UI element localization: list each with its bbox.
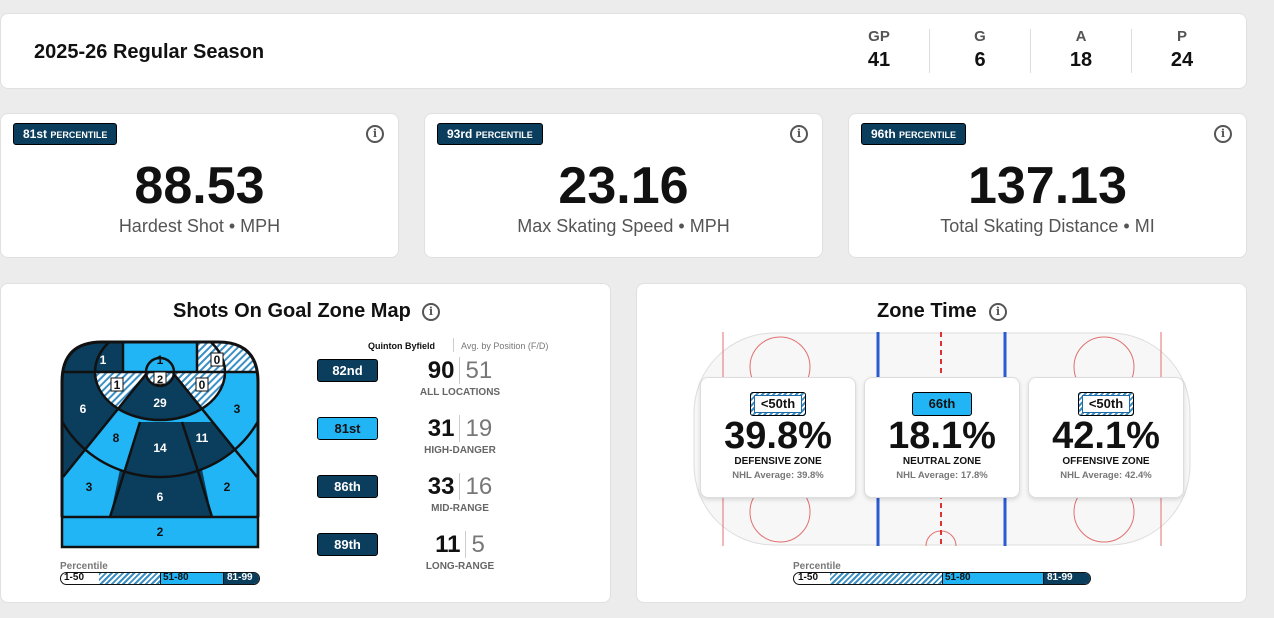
zone-label: 2 bbox=[157, 374, 163, 386]
zone-label: 1 bbox=[114, 378, 121, 392]
legend-title: Percentile bbox=[60, 561, 108, 572]
zone-mid-center bbox=[122, 422, 200, 477]
zone-label: 3 bbox=[86, 480, 93, 494]
player-name: Quinton Byfield bbox=[368, 341, 435, 351]
stat-label: P bbox=[1176, 28, 1187, 45]
divider bbox=[929, 29, 930, 73]
zone-label: 2 bbox=[157, 525, 164, 539]
percentile-badge: <50th bbox=[1077, 392, 1135, 416]
stat-gp: GP 41 bbox=[829, 28, 929, 72]
zone-label: 2 bbox=[224, 480, 231, 494]
stat-label: Total Skating Distance • MI bbox=[940, 216, 1155, 236]
divider bbox=[1131, 29, 1132, 73]
shot-zone-map: 1 1 0 1 2 0 29 6 3 8 14 11 3 6 2 2 bbox=[60, 340, 260, 549]
offensive-zone-card: <50th 42.1% OFFENSIVE ZONE NHL Average: … bbox=[1028, 377, 1184, 498]
legend-range-high: 81-99 bbox=[223, 573, 259, 584]
zone-value: 39.8% bbox=[724, 415, 832, 457]
stat-p: P 24 bbox=[1132, 28, 1232, 72]
stat-label: Max Skating Speed • MPH bbox=[517, 216, 730, 236]
zone-average: NHL Average: 42.4% bbox=[1060, 470, 1152, 481]
zone-label: NEUTRAL ZONE bbox=[902, 456, 982, 467]
percentile-badge: 66th bbox=[912, 392, 972, 416]
percentile-badge: <50th bbox=[749, 392, 807, 416]
zone-label: 0 bbox=[214, 353, 221, 367]
legend-range-mid: 51-80 bbox=[160, 573, 223, 584]
zone-label: OFFENSIVE ZONE bbox=[1062, 456, 1150, 467]
percentile-badge: 96th PERCENTILE bbox=[861, 123, 967, 145]
info-icon[interactable]: i bbox=[989, 303, 1007, 321]
zone-point bbox=[60, 515, 260, 549]
legend-range-low: 1-50 bbox=[64, 572, 85, 583]
stat-value: 41 bbox=[867, 49, 891, 71]
stat-value: 88.53 bbox=[134, 157, 265, 215]
percentile-legend: Percentile 1-50 51-80 81-99 bbox=[793, 561, 1091, 585]
shot-row-all: 90 51 ALL LOCATIONS bbox=[419, 357, 501, 398]
zone-value: 18.1% bbox=[888, 415, 996, 457]
shot-row-high-danger: 31 19 HIGH-DANGER bbox=[424, 415, 496, 456]
stat-value: 23.16 bbox=[558, 157, 689, 215]
hardest-shot-card: 81st PERCENTILE i 88.53 Hardest Shot • M… bbox=[0, 113, 399, 258]
zone-label: 0 bbox=[199, 378, 206, 392]
percentile-badge: 86th bbox=[317, 475, 378, 498]
stat-label: A bbox=[1075, 28, 1087, 45]
zone-label: 3 bbox=[234, 402, 241, 416]
season-title: 2025-26 Regular Season bbox=[34, 41, 265, 63]
stat-value: 137.13 bbox=[967, 157, 1128, 215]
stat-label: Hardest Shot • MPH bbox=[118, 216, 281, 236]
defensive-zone-card: <50th 39.8% DEFENSIVE ZONE NHL Average: … bbox=[700, 377, 856, 498]
zone-label: 29 bbox=[153, 396, 167, 410]
stat-label: GP bbox=[868, 28, 890, 45]
legend-range-high: 81-99 bbox=[1043, 573, 1090, 584]
avg-label: Avg. by Position (F/D) bbox=[461, 341, 549, 351]
panel-title: Shots On Goal Zone Map bbox=[173, 300, 411, 322]
stat-label: G bbox=[974, 28, 986, 45]
stat-a: A 18 bbox=[1031, 28, 1131, 72]
percentile-badge: 81st PERCENTILE bbox=[13, 123, 118, 145]
info-icon[interactable]: i bbox=[366, 125, 384, 143]
info-icon[interactable]: i bbox=[790, 125, 808, 143]
neutral-zone-card: 66th 18.1% NEUTRAL ZONE NHL Average: 17.… bbox=[864, 377, 1020, 498]
percentile-badge: 81st bbox=[317, 417, 378, 440]
zone-label: 14 bbox=[153, 441, 167, 455]
info-icon[interactable]: i bbox=[422, 303, 440, 321]
percentile-badge: 82nd bbox=[317, 359, 378, 382]
zone-average: NHL Average: 39.8% bbox=[732, 470, 824, 481]
panel-title: Zone Time bbox=[877, 300, 977, 322]
zone-label: 11 bbox=[196, 431, 209, 445]
zone-label: 6 bbox=[157, 490, 164, 504]
divider bbox=[1030, 29, 1031, 73]
max-speed-card: 93rd PERCENTILE i 23.16 Max Skating Spee… bbox=[424, 113, 823, 258]
legend-range-low: 1-50 bbox=[798, 572, 819, 583]
shot-row-long-range: 11 5 LONG-RANGE bbox=[425, 531, 495, 572]
shot-row-mid-range: 33 16 MID-RANGE bbox=[427, 473, 493, 514]
zone-average: NHL Average: 17.8% bbox=[896, 470, 988, 481]
info-icon[interactable]: i bbox=[1214, 125, 1232, 143]
zone-label: 8 bbox=[113, 431, 120, 445]
percentile-badge: 93rd PERCENTILE bbox=[437, 123, 543, 145]
percentile-badge: 89th bbox=[317, 533, 378, 556]
zone-label: 6 bbox=[80, 402, 87, 416]
stat-value: 6 bbox=[974, 49, 986, 71]
zone-value: 42.1% bbox=[1052, 415, 1160, 457]
legend-title: Percentile bbox=[793, 561, 841, 572]
stat-value: 24 bbox=[1170, 49, 1194, 71]
zone-label: 1 bbox=[157, 353, 164, 367]
stat-value: 18 bbox=[1069, 49, 1093, 71]
percentile-legend: Percentile 1-50 51-80 81-99 bbox=[60, 561, 260, 585]
zone-label: 1 bbox=[100, 353, 107, 367]
legend-range-mid: 51-80 bbox=[942, 573, 1043, 584]
skating-distance-card: 96th PERCENTILE i 137.13 Total Skating D… bbox=[848, 113, 1247, 258]
zone-label: DEFENSIVE ZONE bbox=[734, 456, 822, 467]
